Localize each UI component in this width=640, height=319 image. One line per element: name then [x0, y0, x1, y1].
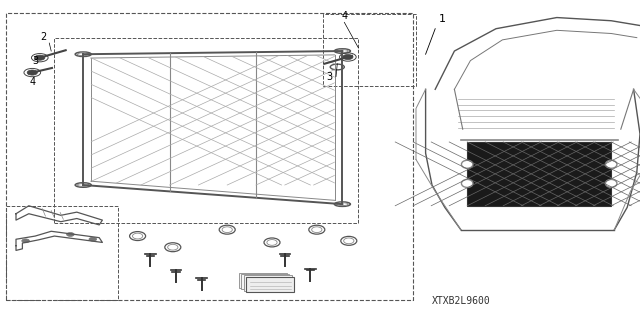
Ellipse shape — [264, 238, 280, 247]
Circle shape — [35, 55, 45, 60]
Bar — [241, 274, 289, 289]
Bar — [467, 142, 611, 206]
Bar — [323, 14, 416, 86]
Ellipse shape — [222, 227, 232, 233]
Ellipse shape — [76, 183, 92, 187]
Ellipse shape — [461, 179, 473, 188]
Ellipse shape — [165, 243, 181, 252]
Text: 2: 2 — [40, 32, 46, 42]
Ellipse shape — [77, 53, 89, 56]
Ellipse shape — [267, 240, 277, 245]
Ellipse shape — [341, 236, 357, 245]
Text: 3: 3 — [326, 72, 333, 82]
Ellipse shape — [605, 160, 617, 168]
Ellipse shape — [330, 64, 344, 70]
Ellipse shape — [605, 179, 617, 188]
Ellipse shape — [461, 160, 473, 168]
Bar — [6, 13, 413, 300]
Ellipse shape — [337, 203, 348, 206]
Ellipse shape — [312, 227, 322, 233]
Text: 3: 3 — [32, 56, 38, 66]
Text: 1: 1 — [438, 14, 445, 24]
Circle shape — [22, 239, 29, 243]
Circle shape — [89, 237, 97, 241]
Ellipse shape — [344, 238, 354, 244]
Ellipse shape — [309, 225, 325, 234]
Ellipse shape — [76, 52, 92, 56]
Circle shape — [343, 55, 353, 60]
Text: 4: 4 — [341, 11, 348, 21]
Bar — [6, 206, 118, 300]
Text: 4: 4 — [29, 77, 35, 86]
Text: XTXB2L9600: XTXB2L9600 — [431, 296, 490, 306]
Ellipse shape — [132, 233, 143, 239]
Bar — [244, 275, 292, 291]
Ellipse shape — [335, 49, 351, 53]
Ellipse shape — [219, 225, 236, 234]
Bar — [54, 38, 358, 223]
Bar — [246, 277, 294, 292]
Bar — [239, 273, 287, 288]
Ellipse shape — [168, 244, 178, 250]
Ellipse shape — [337, 50, 348, 53]
Circle shape — [67, 233, 74, 236]
Ellipse shape — [77, 184, 89, 186]
Ellipse shape — [129, 232, 146, 241]
Circle shape — [27, 70, 37, 75]
Ellipse shape — [335, 202, 351, 206]
